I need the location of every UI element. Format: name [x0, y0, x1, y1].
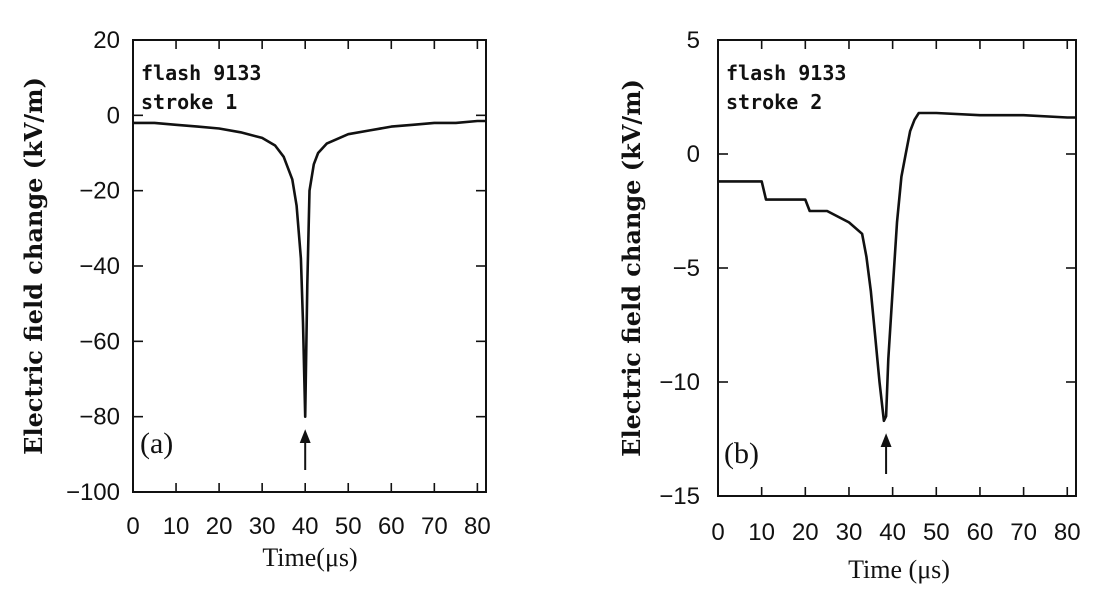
series-line-b: [718, 111, 1076, 423]
y-tick-label: −40: [79, 253, 120, 280]
x-tick-label: 10: [163, 513, 190, 540]
x-tick-label: 30: [249, 513, 276, 540]
x-tick-label: 60: [967, 519, 994, 546]
y-ticks-b: 5 0 −5 −10 −15: [659, 27, 1076, 510]
y-ticks-a: 20 0 −20 −40 −60 −80 −100: [66, 27, 486, 506]
x-tick-label: 80: [1054, 519, 1081, 546]
x-tick-label: 40: [879, 519, 906, 546]
annotation-flash-a: flash 9133: [141, 61, 261, 85]
panel-label-b: (b): [724, 437, 759, 470]
x-tick-label: 50: [923, 519, 950, 546]
x-tick-label: 80: [464, 513, 491, 540]
annotation-stroke-a: stroke 1: [141, 90, 237, 114]
arrow-marker-b: [880, 433, 892, 474]
x-ticks-b: 0 10 20 30 40 50 60 70 80: [711, 40, 1081, 546]
x-tick-label: 40: [292, 513, 319, 540]
x-axis-title-b: Time (μs): [848, 555, 950, 584]
x-tick-label: 0: [711, 519, 724, 546]
y-tick-label: 0: [107, 102, 120, 129]
y-axis-title-a: Electric field change (kV/m): [19, 77, 48, 455]
arrow-head: [880, 433, 892, 447]
x-tick-label: 30: [836, 519, 863, 546]
x-tick-label: 70: [1010, 519, 1037, 546]
x-tick-label: 10: [748, 519, 775, 546]
y-tick-label: −20: [79, 178, 120, 205]
x-tick-label: 20: [206, 513, 233, 540]
x-tick-label: 50: [335, 513, 362, 540]
x-tick-label: 20: [792, 519, 819, 546]
y-axis-title-b: Electric field change (kV/m): [617, 79, 646, 457]
annotation-flash-b: flash 9133: [726, 61, 846, 85]
y-tick-label: −10: [659, 369, 700, 396]
x-tick-label: 70: [421, 513, 448, 540]
y-tick-label: 20: [93, 27, 120, 54]
x-axis-title-a: Time(μs): [262, 543, 357, 572]
panel-b: 0 10 20 30 40 50 60 70 80 50−5−10−15 flash 9133 …: [617, 27, 1081, 584]
y-tick-label: −15: [659, 483, 700, 510]
series-line-a: [133, 119, 486, 418]
x-ticks-a: 0 10 20 30 40 50 60 70 80: [126, 40, 491, 540]
y-tick-label: −60: [79, 328, 120, 355]
arrow-marker-a: [299, 429, 311, 470]
annotation-stroke-b: stroke 2: [726, 90, 822, 114]
y-tick-label: 5: [687, 27, 700, 54]
panel-label-a: (a): [140, 427, 173, 460]
y-tick-label: −100: [66, 479, 120, 506]
x-tick-label: 0: [126, 513, 139, 540]
y-tick-label: 0: [687, 141, 700, 168]
x-tick-label: 60: [378, 513, 405, 540]
y-tick-label: −80: [79, 404, 120, 431]
y-tick-label: −5: [673, 255, 700, 282]
arrow-head: [299, 429, 311, 443]
panel-a: 0 10 20 30 40 50 60 70 80 20 0 −20 −40 −60 −80 −100 fl…: [19, 27, 491, 572]
